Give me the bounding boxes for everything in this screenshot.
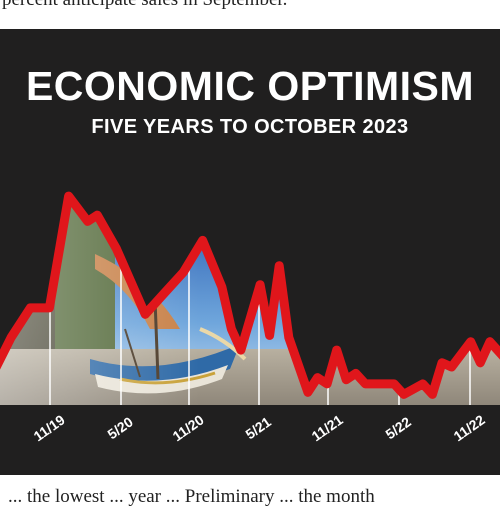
article-text-top: percent anticipate sales in September. [0, 0, 500, 11]
x-tick-label: 5/22 [382, 413, 414, 442]
gridlines [49, 263, 471, 405]
chart-title: ECONOMIC OPTIMISM [25, 63, 475, 109]
article-text-bottom: ... the lowest ... year ... Preliminary … [8, 486, 375, 507]
series-line-optimism [0, 191, 500, 399]
x-tick-label: 5/20 [104, 413, 136, 442]
x-tick-label: 11/22 [451, 411, 488, 444]
x-tick-label: 11/19 [31, 411, 68, 444]
line-chart: 11/19 5/20 11/20 5/21 11/21 5/22 11/22 [0, 191, 500, 444]
x-tick-label: 5/21 [242, 413, 274, 442]
x-axis-tick-labels: 11/19 5/20 11/20 5/21 11/21 5/22 11/22 [31, 411, 488, 444]
x-tick-label: 11/20 [170, 411, 207, 444]
x-tick-label: 11/21 [309, 411, 346, 444]
chart-subtitle: FIVE YEARS TO OCTOBER 2023 [91, 116, 409, 138]
chart-panel: ECONOMIC OPTIMISM FIVE YEARS TO OCTOBER … [0, 29, 500, 475]
